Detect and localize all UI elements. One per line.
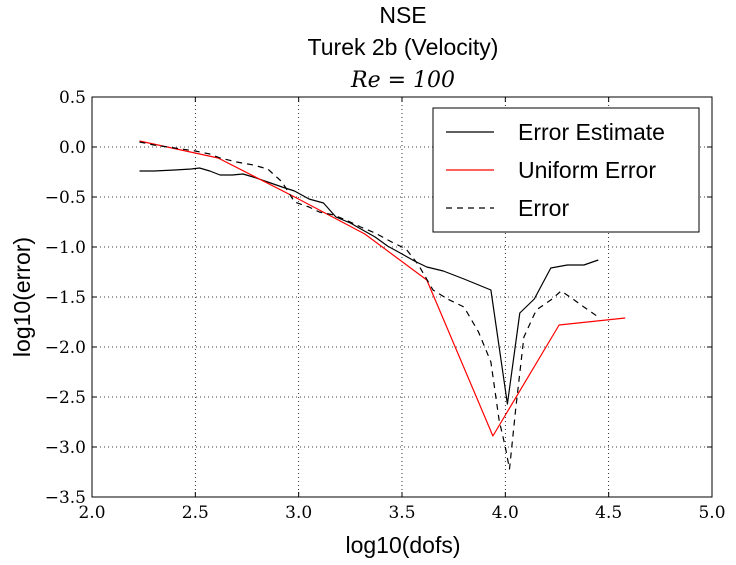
legend-label-error-estimate: Error Estimate <box>518 119 665 145</box>
x-tick-label: 5.0 <box>698 503 725 523</box>
series-line-error <box>139 141 599 470</box>
series-line-uniform-error <box>139 140 626 437</box>
legend-label-error: Error <box>518 195 569 221</box>
y-tick-label: −3.5 <box>45 488 86 508</box>
chart-annotation: Re = 100 <box>350 68 455 93</box>
y-tick-label: −1.0 <box>45 238 86 258</box>
y-tick-label: −2.0 <box>45 338 86 358</box>
legend: Error Estimate Uniform Error Error <box>432 107 700 233</box>
x-axis-label: log10(dofs) <box>345 532 460 558</box>
y-tick-label: −2.5 <box>45 388 86 408</box>
axis-ticks: 2.0 2.5 3.0 3.5 4.0 4.5 5.0 0.5 0.0 −0.5 −1.0 −1.5 −… <box>45 88 726 523</box>
x-tick-label: 2.5 <box>182 503 209 523</box>
series-line-error-estimate <box>139 167 599 405</box>
series-group <box>139 140 626 470</box>
y-axis-label: log10(error) <box>9 237 35 357</box>
x-tick-label: 2.0 <box>78 503 105 523</box>
x-tick-label: 3.0 <box>285 503 312 523</box>
x-tick-label: 3.5 <box>388 503 415 523</box>
y-tick-label: −0.5 <box>45 188 86 208</box>
y-tick-label: −3.0 <box>45 438 86 458</box>
x-tick-label: 4.0 <box>492 503 519 523</box>
y-tick-label: 0.0 <box>59 138 86 158</box>
y-tick-label: 0.5 <box>59 88 86 108</box>
y-tick-label: −1.5 <box>45 288 86 308</box>
chart-subtitle: Turek 2b (Velocity) <box>308 34 499 60</box>
legend-label-uniform-error: Uniform Error <box>518 157 656 183</box>
chart-title: NSE <box>379 2 426 28</box>
x-tick-label: 4.5 <box>595 503 622 523</box>
